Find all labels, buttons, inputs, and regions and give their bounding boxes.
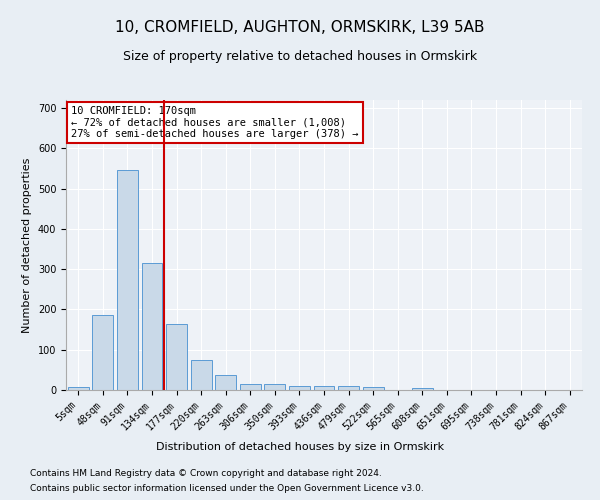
Text: Contains public sector information licensed under the Open Government Licence v3: Contains public sector information licen… xyxy=(30,484,424,493)
Text: 10, CROMFIELD, AUGHTON, ORMSKIRK, L39 5AB: 10, CROMFIELD, AUGHTON, ORMSKIRK, L39 5A… xyxy=(115,20,485,35)
Text: Contains HM Land Registry data © Crown copyright and database right 2024.: Contains HM Land Registry data © Crown c… xyxy=(30,469,382,478)
Bar xyxy=(314,386,334,390)
Text: 10 CROMFIELD: 170sqm
← 72% of detached houses are smaller (1,008)
27% of semi-de: 10 CROMFIELD: 170sqm ← 72% of detached h… xyxy=(71,106,359,139)
Bar xyxy=(215,374,236,390)
Bar xyxy=(289,386,310,390)
Bar xyxy=(142,263,163,390)
Text: Distribution of detached houses by size in Ormskirk: Distribution of detached houses by size … xyxy=(156,442,444,452)
Bar xyxy=(338,386,359,390)
Bar xyxy=(265,384,286,390)
Bar xyxy=(166,324,187,390)
Text: Size of property relative to detached houses in Ormskirk: Size of property relative to detached ho… xyxy=(123,50,477,63)
Y-axis label: Number of detached properties: Number of detached properties xyxy=(22,158,32,332)
Bar xyxy=(240,384,261,390)
Bar xyxy=(412,388,433,390)
Bar xyxy=(191,360,212,390)
Bar xyxy=(362,387,383,390)
Bar xyxy=(117,170,138,390)
Bar xyxy=(68,387,89,390)
Bar xyxy=(92,316,113,390)
